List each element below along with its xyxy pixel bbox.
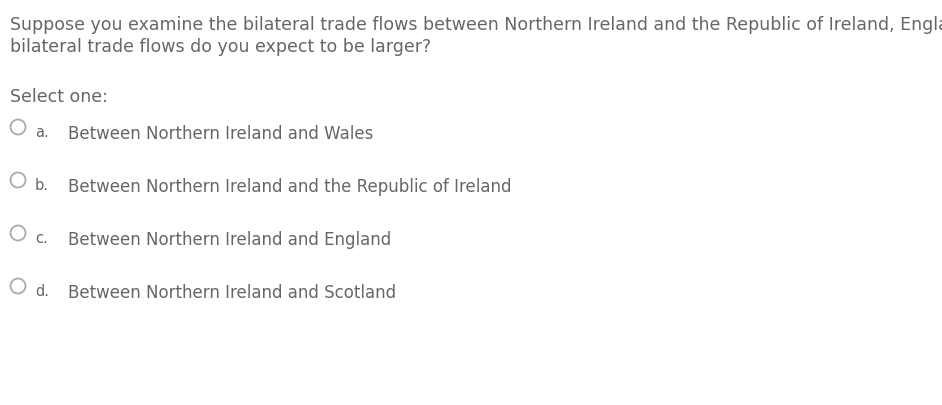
Text: Between Northern Ireland and Wales: Between Northern Ireland and Wales (68, 125, 373, 143)
Text: Suppose you examine the bilateral trade flows between Northern Ireland and the R: Suppose you examine the bilateral trade … (10, 16, 942, 34)
Text: b.: b. (35, 177, 49, 192)
Text: Between Northern Ireland and the Republic of Ireland: Between Northern Ireland and the Republi… (68, 177, 512, 196)
Text: c.: c. (35, 230, 48, 245)
Text: d.: d. (35, 284, 49, 298)
Text: a.: a. (35, 125, 49, 140)
Text: Select one:: Select one: (10, 88, 108, 106)
Text: Between Northern Ireland and Scotland: Between Northern Ireland and Scotland (68, 284, 397, 301)
Text: bilateral trade flows do you expect to be larger?: bilateral trade flows do you expect to b… (10, 38, 431, 56)
Text: Between Northern Ireland and England: Between Northern Ireland and England (68, 230, 391, 248)
